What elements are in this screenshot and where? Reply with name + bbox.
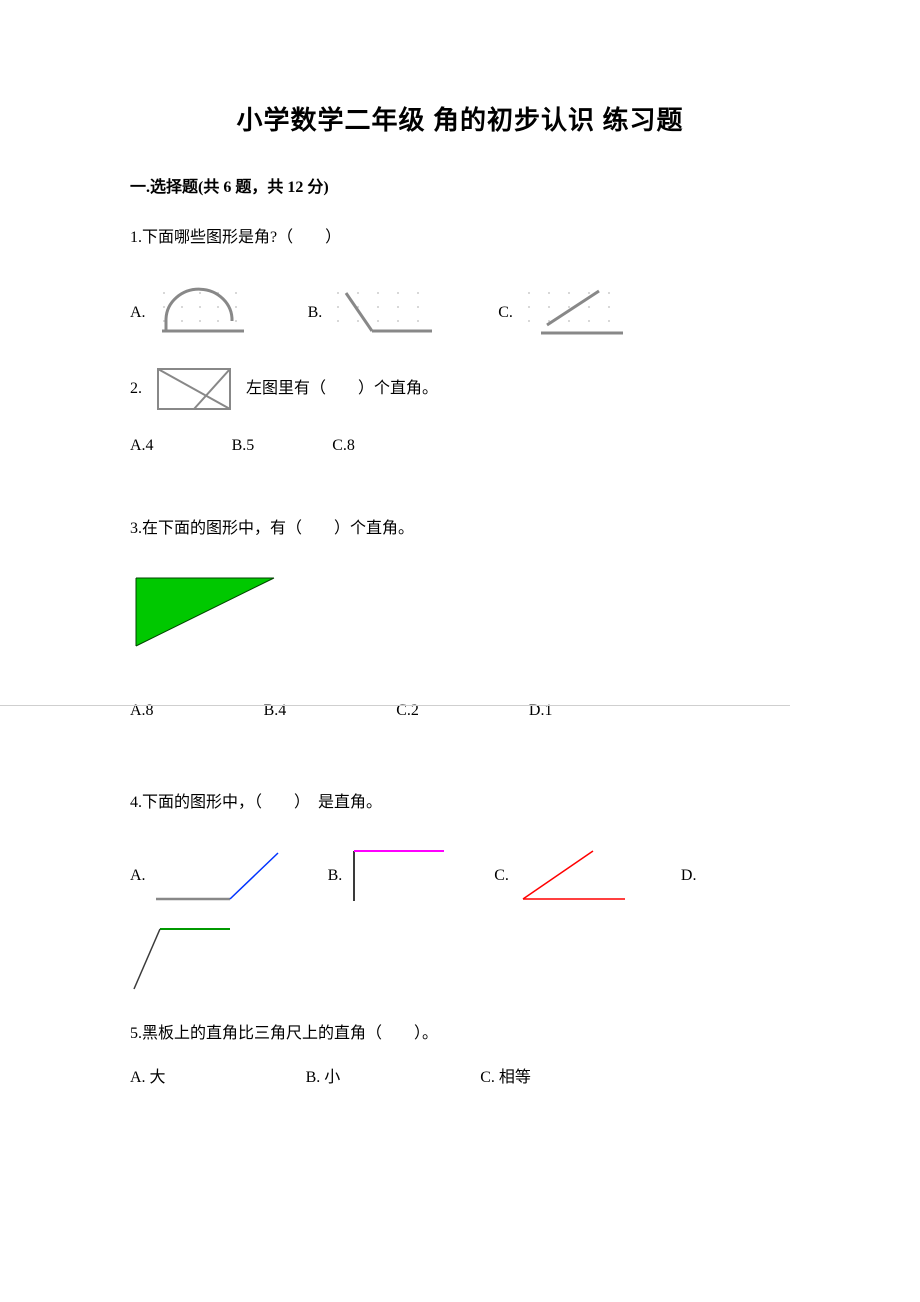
q1-option-a: A.: [130, 287, 248, 339]
q4-opt-b-label: B.: [328, 863, 343, 889]
q4-option-d: D.: [681, 863, 703, 889]
q4-fig-b-icon: [348, 845, 448, 905]
q4-opt-d-label: D.: [681, 863, 697, 889]
q4-fig-a-icon: [152, 845, 282, 905]
q4-fig-d-icon: [130, 923, 240, 993]
q1-option-c: C.: [498, 287, 629, 339]
q5-opt-b: B. 小: [306, 1065, 341, 1091]
q4-fig-c-icon: [515, 845, 635, 905]
q4-text: 4.下面的图形中，（ ） 是直角。: [130, 790, 790, 816]
q1-fig-c-icon: [519, 287, 629, 339]
q3-text: 3.在下面的图形中，有（ ）个直角。: [130, 516, 790, 542]
q1-opt-b-label: B.: [308, 300, 323, 326]
q2-text: 左图里有（ ）个直角。: [246, 376, 438, 402]
page-divider: [0, 705, 790, 706]
q2-opt-a: A.4: [130, 433, 154, 459]
question-4: 4.下面的图形中，（ ） 是直角。 A. B. C.: [130, 790, 790, 994]
question-5: 5.黑板上的直角比三角尺上的直角（ ）。 A. 大 B. 小 C. 相等: [130, 1021, 790, 1090]
q1-option-b: B.: [308, 287, 439, 339]
page-title: 小学数学二年级 角的初步认识 练习题: [130, 100, 790, 137]
q4-option-c: C.: [494, 845, 635, 905]
q4-opt-c-label: C.: [494, 863, 509, 889]
q2-opt-b: B.5: [232, 433, 255, 459]
q1-opt-a-label: A.: [130, 300, 146, 326]
q4-fig-d-container: [130, 923, 790, 993]
q4-opt-a-label: A.: [130, 863, 146, 889]
question-1: 1.下面哪些图形是角?（ ） A. B.: [130, 225, 790, 339]
q1-fig-b-icon: [328, 287, 438, 339]
q2-prefix: 2.: [130, 376, 142, 402]
q4-option-a: A.: [130, 845, 282, 905]
worksheet-page: 小学数学二年级 角的初步认识 练习题 一.选择题(共 6 题，共 12 分) 1…: [0, 0, 920, 1302]
question-2: 2. 左图里有（ ）个直角。 A.4 B.5 C.8: [130, 367, 790, 459]
q5-text: 5.黑板上的直角比三角尺上的直角（ ）。: [130, 1021, 790, 1047]
q2-opt-c: C.8: [332, 433, 355, 459]
q4-option-b: B.: [328, 845, 449, 905]
q3-fig-icon: [130, 572, 280, 652]
section-heading: 一.选择题(共 6 题，共 12 分): [130, 173, 790, 197]
question-3: 3.在下面的图形中，有（ ）个直角。: [130, 516, 790, 652]
q1-fig-a-icon: [152, 287, 248, 339]
q5-opt-a: A. 大: [130, 1065, 166, 1091]
q5-opt-c: C. 相等: [480, 1065, 531, 1091]
q1-text: 1.下面哪些图形是角?（ ）: [130, 225, 790, 251]
q2-fig-icon: [156, 367, 232, 411]
q1-opt-c-label: C.: [498, 300, 513, 326]
